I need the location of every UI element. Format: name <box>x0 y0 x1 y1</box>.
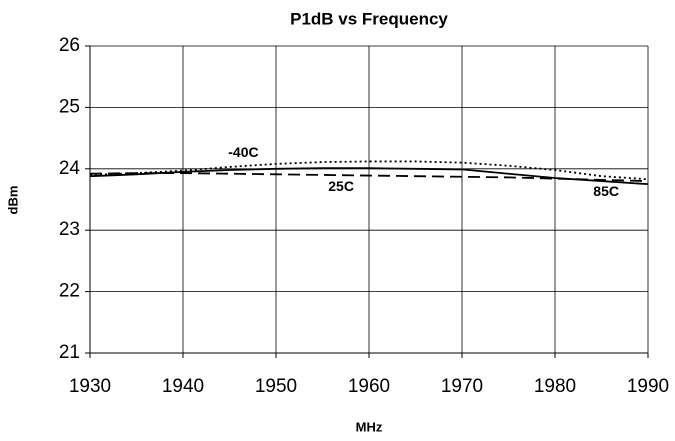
y-tick-label: 23 <box>59 219 80 240</box>
x-tick-label: 1960 <box>348 376 390 397</box>
y-axis-label: dBm <box>5 186 20 215</box>
x-tick-label: 1990 <box>627 376 669 397</box>
x-tick-label: 1970 <box>441 376 483 397</box>
x-tick-label: 1980 <box>534 376 576 397</box>
series-line <box>89 172 649 182</box>
y-tick-label: 21 <box>59 342 80 363</box>
chart-title: P1dB vs Frequency <box>290 9 448 28</box>
series-line <box>89 167 649 186</box>
y-tick-label: 26 <box>59 35 80 56</box>
series-line <box>89 160 649 181</box>
x-tick-label: 1950 <box>255 376 297 397</box>
series-label: 25C <box>328 178 354 194</box>
x-axis-label: MHz <box>356 419 383 434</box>
y-tick-label: 22 <box>59 281 80 302</box>
x-tick-label: 1940 <box>162 376 204 397</box>
series-label: 85C <box>593 183 619 199</box>
x-tick-label: 1930 <box>69 376 111 397</box>
y-tick-label: 24 <box>59 158 81 179</box>
y-tick-label: 25 <box>59 96 80 117</box>
series-label: -40C <box>228 144 258 160</box>
